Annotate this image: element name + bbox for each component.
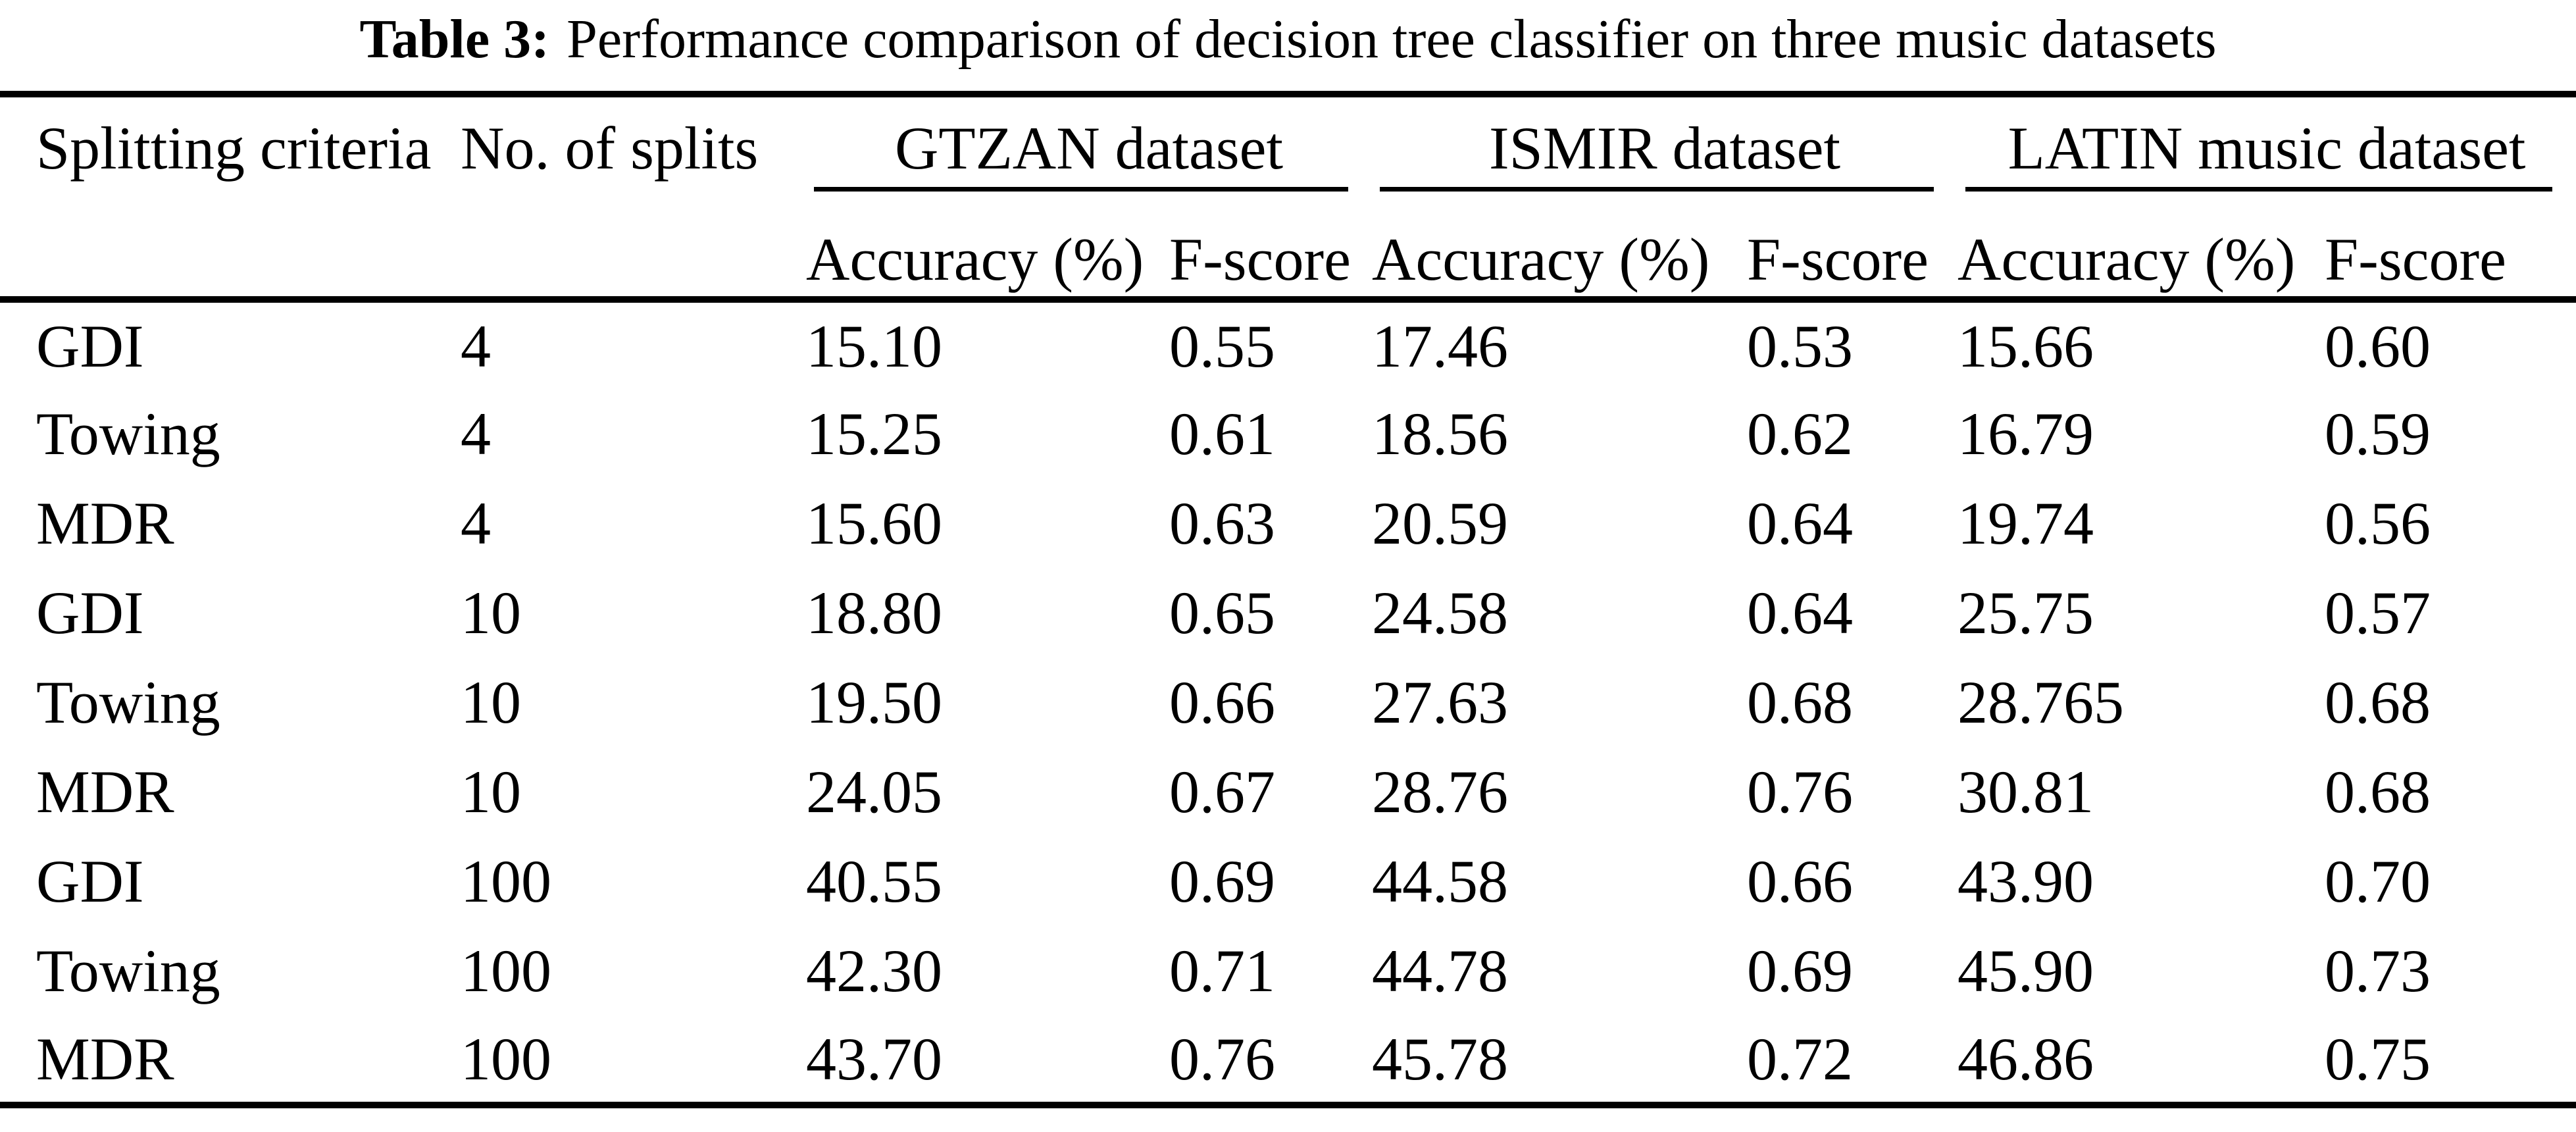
table-row: Towing 100 42.30 0.71 44.78 0.69 45.90 0… xyxy=(0,926,2576,1016)
table-row: GDI 10 18.80 0.65 24.58 0.64 25.75 0.57 xyxy=(0,568,2576,657)
cell-ismir-fscore: 0.64 xyxy=(1747,490,1854,557)
cell-ismir-accuracy: 44.58 xyxy=(1372,848,1509,915)
cell-ismir-fscore: 0.76 xyxy=(1747,758,1854,825)
cell-splitting-criteria: MDR xyxy=(36,758,174,825)
cell-latin-fscore: 0.59 xyxy=(2325,400,2431,467)
cell-gtzan-fscore: 0.65 xyxy=(1169,579,1275,646)
cell-no-of-splits: 4 xyxy=(461,490,491,557)
cell-gtzan-accuracy: 40.55 xyxy=(806,848,942,915)
cell-ismir-accuracy: 17.46 xyxy=(1372,312,1509,380)
cell-gtzan-accuracy: 42.30 xyxy=(806,937,942,1004)
cell-ismir-accuracy: 44.78 xyxy=(1372,937,1509,1004)
cell-gtzan-accuracy: 15.10 xyxy=(806,312,942,380)
cell-no-of-splits: 100 xyxy=(461,1025,551,1093)
col-header-splitting-criteria: Splitting criteria xyxy=(0,94,461,303)
cell-latin-accuracy: 25.75 xyxy=(1957,579,2094,646)
cell-ismir-accuracy: 20.59 xyxy=(1372,490,1509,557)
col-header-latin-accuracy: Accuracy (%) xyxy=(1957,192,2325,303)
cell-splitting-criteria: Towing xyxy=(36,937,220,1004)
cell-gtzan-fscore: 0.66 xyxy=(1169,669,1275,736)
cell-no-of-splits: 10 xyxy=(461,579,521,646)
col-header-ismir-accuracy: Accuracy (%) xyxy=(1372,192,1748,303)
col-header-ismir-fscore: F-score xyxy=(1747,192,1958,303)
table-caption-text: Performance comparison of decision tree … xyxy=(567,9,2217,70)
cell-latin-accuracy: 19.74 xyxy=(1957,490,2094,557)
table-caption: Table 3: Performance comparison of decisi… xyxy=(0,0,2576,91)
cell-ismir-fscore: 0.53 xyxy=(1747,312,1854,380)
cell-no-of-splits: 100 xyxy=(461,937,551,1004)
cell-ismir-fscore: 0.69 xyxy=(1747,937,1854,1004)
cell-latin-accuracy: 45.90 xyxy=(1957,937,2094,1004)
cell-ismir-accuracy: 28.76 xyxy=(1372,758,1509,825)
cell-ismir-accuracy: 27.63 xyxy=(1372,669,1509,736)
cell-ismir-fscore: 0.68 xyxy=(1747,669,1854,736)
group-header-latin-music-dataset: LATIN music dataset xyxy=(1957,94,2576,192)
cell-no-of-splits: 4 xyxy=(461,312,491,380)
col-header-gtzan-accuracy: Accuracy (%) xyxy=(806,192,1169,303)
cell-latin-fscore: 0.73 xyxy=(2325,937,2431,1004)
cell-gtzan-fscore: 0.55 xyxy=(1169,312,1275,380)
cell-no-of-splits: 10 xyxy=(461,669,521,736)
cell-gtzan-accuracy: 15.25 xyxy=(806,400,942,467)
cell-latin-fscore: 0.60 xyxy=(2325,312,2431,380)
cell-latin-accuracy: 43.90 xyxy=(1957,848,2094,915)
cell-ismir-accuracy: 24.58 xyxy=(1372,579,1509,646)
cell-no-of-splits: 10 xyxy=(461,758,521,825)
cell-latin-fscore: 0.56 xyxy=(2325,490,2431,557)
cell-gtzan-accuracy: 19.50 xyxy=(806,669,942,736)
cell-gtzan-accuracy: 15.60 xyxy=(806,490,942,557)
cell-ismir-fscore: 0.62 xyxy=(1747,400,1854,467)
table-row: GDI 100 40.55 0.69 44.58 0.66 43.90 0.70 xyxy=(0,836,2576,926)
cell-ismir-accuracy: 18.56 xyxy=(1372,400,1509,467)
table-row: MDR 4 15.60 0.63 20.59 0.64 19.74 0.56 xyxy=(0,478,2576,568)
table-caption-label: Table 3: xyxy=(359,9,550,70)
performance-table: Splitting criteria No. of splits GTZAN d… xyxy=(0,91,2576,1108)
cell-splitting-criteria: Towing xyxy=(36,669,220,736)
col-header-no-of-splits: No. of splits xyxy=(461,94,806,303)
cell-splitting-criteria: GDI xyxy=(36,579,144,646)
cell-no-of-splits: 4 xyxy=(461,400,491,467)
table-row: Towing 10 19.50 0.66 27.63 0.68 28.765 0… xyxy=(0,657,2576,747)
table-row: MDR 100 43.70 0.76 45.78 0.72 46.86 0.75 xyxy=(0,1016,2576,1105)
cell-gtzan-accuracy: 43.70 xyxy=(806,1025,942,1093)
cell-latin-accuracy: 46.86 xyxy=(1957,1025,2094,1093)
cell-gtzan-fscore: 0.76 xyxy=(1169,1025,1275,1093)
cell-latin-accuracy: 16.79 xyxy=(1957,400,2094,467)
header-row-metrics: Accuracy (%) F-score Accuracy (%) F-scor… xyxy=(0,192,2576,303)
table-row: Towing 4 15.25 0.61 18.56 0.62 16.79 0.5… xyxy=(0,389,2576,478)
cell-splitting-criteria: GDI xyxy=(36,848,144,915)
table-row: GDI 4 15.10 0.55 17.46 0.53 15.66 0.60 xyxy=(0,299,2576,389)
cell-splitting-criteria: MDR xyxy=(36,1025,174,1093)
group-header-ismir-dataset: ISMIR dataset xyxy=(1372,94,1957,192)
cell-gtzan-fscore: 0.69 xyxy=(1169,848,1275,915)
col-header-gtzan-fscore: F-score xyxy=(1169,192,1373,303)
cell-latin-fscore: 0.68 xyxy=(2325,758,2431,825)
cell-latin-fscore: 0.57 xyxy=(2325,579,2431,646)
cell-latin-fscore: 0.75 xyxy=(2325,1025,2431,1093)
cell-latin-accuracy: 30.81 xyxy=(1957,758,2094,825)
cell-ismir-fscore: 0.66 xyxy=(1747,848,1854,915)
group-header-gtzan-dataset: GTZAN dataset xyxy=(806,94,1372,192)
cell-gtzan-accuracy: 18.80 xyxy=(806,579,942,646)
cell-latin-accuracy: 28.765 xyxy=(1957,669,2125,736)
cell-ismir-accuracy: 45.78 xyxy=(1372,1025,1509,1093)
cell-splitting-criteria: GDI xyxy=(36,312,144,380)
cell-latin-fscore: 0.70 xyxy=(2325,848,2431,915)
cell-gtzan-fscore: 0.63 xyxy=(1169,490,1275,557)
cell-ismir-fscore: 0.72 xyxy=(1747,1025,1854,1093)
cell-splitting-criteria: Towing xyxy=(36,400,220,467)
cell-splitting-criteria: MDR xyxy=(36,490,174,557)
cell-gtzan-fscore: 0.71 xyxy=(1169,937,1275,1004)
cell-gtzan-fscore: 0.61 xyxy=(1169,400,1275,467)
table-row: MDR 10 24.05 0.67 28.76 0.76 30.81 0.68 xyxy=(0,747,2576,836)
cell-no-of-splits: 100 xyxy=(461,848,551,915)
col-header-latin-fscore: F-score xyxy=(2325,192,2576,303)
cell-ismir-fscore: 0.64 xyxy=(1747,579,1854,646)
cell-gtzan-fscore: 0.67 xyxy=(1169,758,1275,825)
cell-latin-accuracy: 15.66 xyxy=(1957,312,2094,380)
header-row-groups: Splitting criteria No. of splits GTZAN d… xyxy=(0,94,2576,303)
cell-latin-fscore: 0.68 xyxy=(2325,669,2431,736)
cell-gtzan-accuracy: 24.05 xyxy=(806,758,942,825)
